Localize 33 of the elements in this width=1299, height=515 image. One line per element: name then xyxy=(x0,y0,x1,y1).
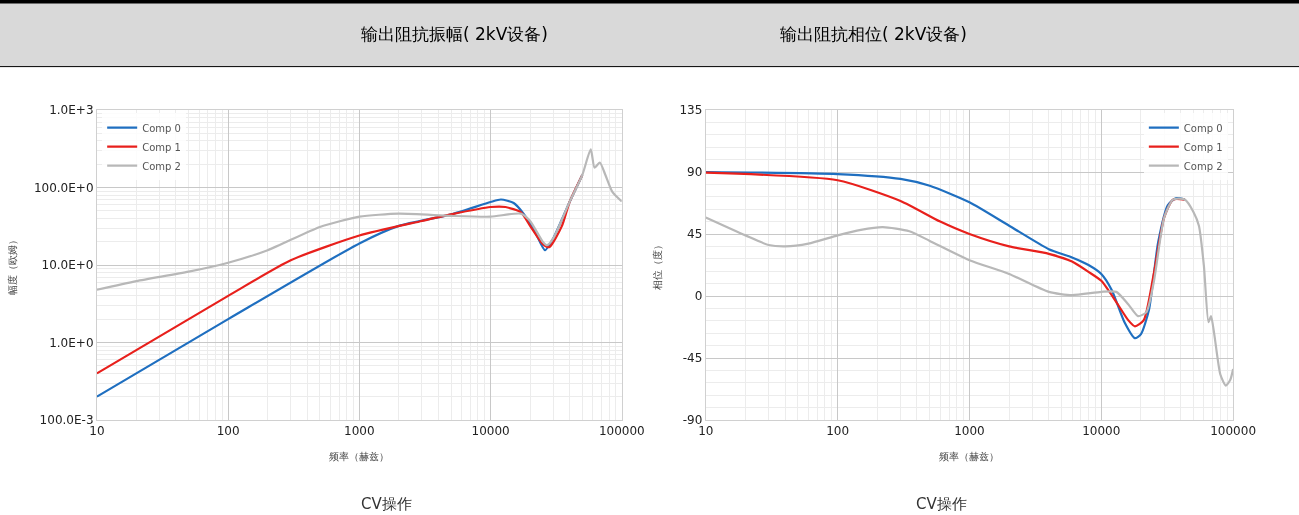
x-tick-label: 1000 xyxy=(344,424,375,439)
text: CV操作 xyxy=(916,495,967,513)
y-tick-label: 1.0E+0 xyxy=(49,335,94,350)
y-tick-label: 45 xyxy=(687,227,703,242)
y-tick-label: 0 xyxy=(694,289,703,304)
y-axis-title: 相位（度） xyxy=(652,240,664,290)
legend-label: Comp 0 xyxy=(1183,122,1223,134)
chart-title: 输出阻抗振幅( 2kV设备) xyxy=(361,24,548,44)
x-tick-label: 100000 xyxy=(1210,424,1257,439)
x-tick-label: 10 xyxy=(698,424,714,439)
y-tick-label: -45 xyxy=(682,351,703,366)
y-tick-label: 100.0E+0 xyxy=(33,180,94,195)
legend-label: Comp 2 xyxy=(1183,160,1223,172)
y-tick-label: 10.0E+0 xyxy=(41,258,94,273)
x-tick-label: 1000 xyxy=(954,424,985,439)
y-axis-title: 幅度（欧姆） xyxy=(6,235,18,295)
legend-label: Comp 2 xyxy=(142,160,181,172)
legend-label: Comp 0 xyxy=(142,122,181,134)
text: CV操作 xyxy=(361,495,412,513)
x-tick-label: 100 xyxy=(216,424,240,439)
legend-label: Comp 1 xyxy=(1183,141,1223,153)
y-tick-label: 90 xyxy=(687,165,703,180)
y-tick-label: 135 xyxy=(679,103,703,118)
x-tick-label: 100000 xyxy=(598,424,645,439)
x-axis-title: 频率（赫兹） xyxy=(329,450,390,462)
y-tick-label: 1.0E+3 xyxy=(49,103,94,118)
x-tick-label: 10000 xyxy=(1082,424,1121,439)
x-axis-title: 频率（赫兹） xyxy=(939,450,1000,462)
x-tick-label: 100 xyxy=(826,424,850,439)
chart-title: 输出阻抗相位( 2kV设备) xyxy=(780,24,967,44)
x-tick-label: 10000 xyxy=(471,424,510,439)
legend-label: Comp 1 xyxy=(142,141,181,153)
x-tick-label: 10 xyxy=(89,424,105,439)
